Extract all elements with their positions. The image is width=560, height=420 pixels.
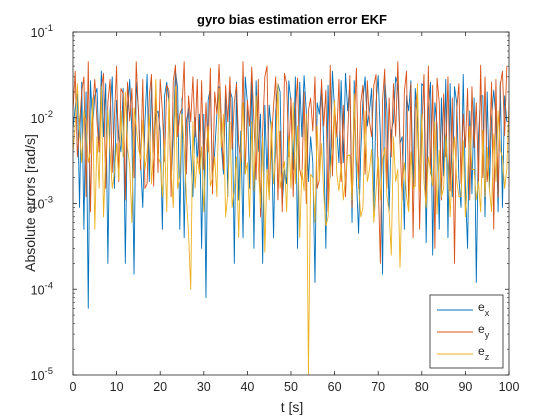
y-tick-label: 10-3 bbox=[31, 195, 53, 212]
x-tick-label: 10 bbox=[110, 380, 124, 394]
x-tick-label: 50 bbox=[284, 380, 298, 394]
x-tick-label: 0 bbox=[70, 380, 77, 394]
x-axis: 0 10 20 30 40 50 60 70 80 90 100 bbox=[70, 32, 520, 394]
y-tick-label: 10-2 bbox=[31, 109, 53, 126]
y-axis: 10-5 10-4 10-3 10-2 10-1 bbox=[31, 23, 509, 383]
x-tick-label: 60 bbox=[328, 380, 342, 394]
x-tick-label: 20 bbox=[153, 380, 167, 394]
x-tick-label: 80 bbox=[415, 380, 429, 394]
legend: ex ey ez bbox=[429, 294, 504, 369]
x-tick-label: 30 bbox=[197, 380, 211, 394]
legend-label-y: ey bbox=[478, 322, 490, 340]
y-tick-label: 10-5 bbox=[31, 366, 53, 383]
y-tick-label: 10-1 bbox=[31, 23, 53, 40]
x-tick-label: 40 bbox=[240, 380, 254, 394]
series-layer bbox=[73, 61, 509, 375]
x-axis-label: t [s] bbox=[281, 399, 304, 415]
legend-label-z: ez bbox=[478, 344, 490, 362]
chart-title: gyro bias estimation error EKF bbox=[197, 12, 387, 27]
x-tick-label: 90 bbox=[458, 380, 472, 394]
series-line-z bbox=[73, 78, 509, 375]
x-tick-label: 100 bbox=[499, 380, 520, 394]
y-axis-label: Absolute errors [rad/s] bbox=[22, 134, 38, 272]
legend-label-x: ex bbox=[478, 300, 490, 318]
series-line-y bbox=[73, 61, 508, 264]
x-tick-label: 70 bbox=[371, 380, 385, 394]
y-tick-label: 10-4 bbox=[31, 280, 53, 297]
